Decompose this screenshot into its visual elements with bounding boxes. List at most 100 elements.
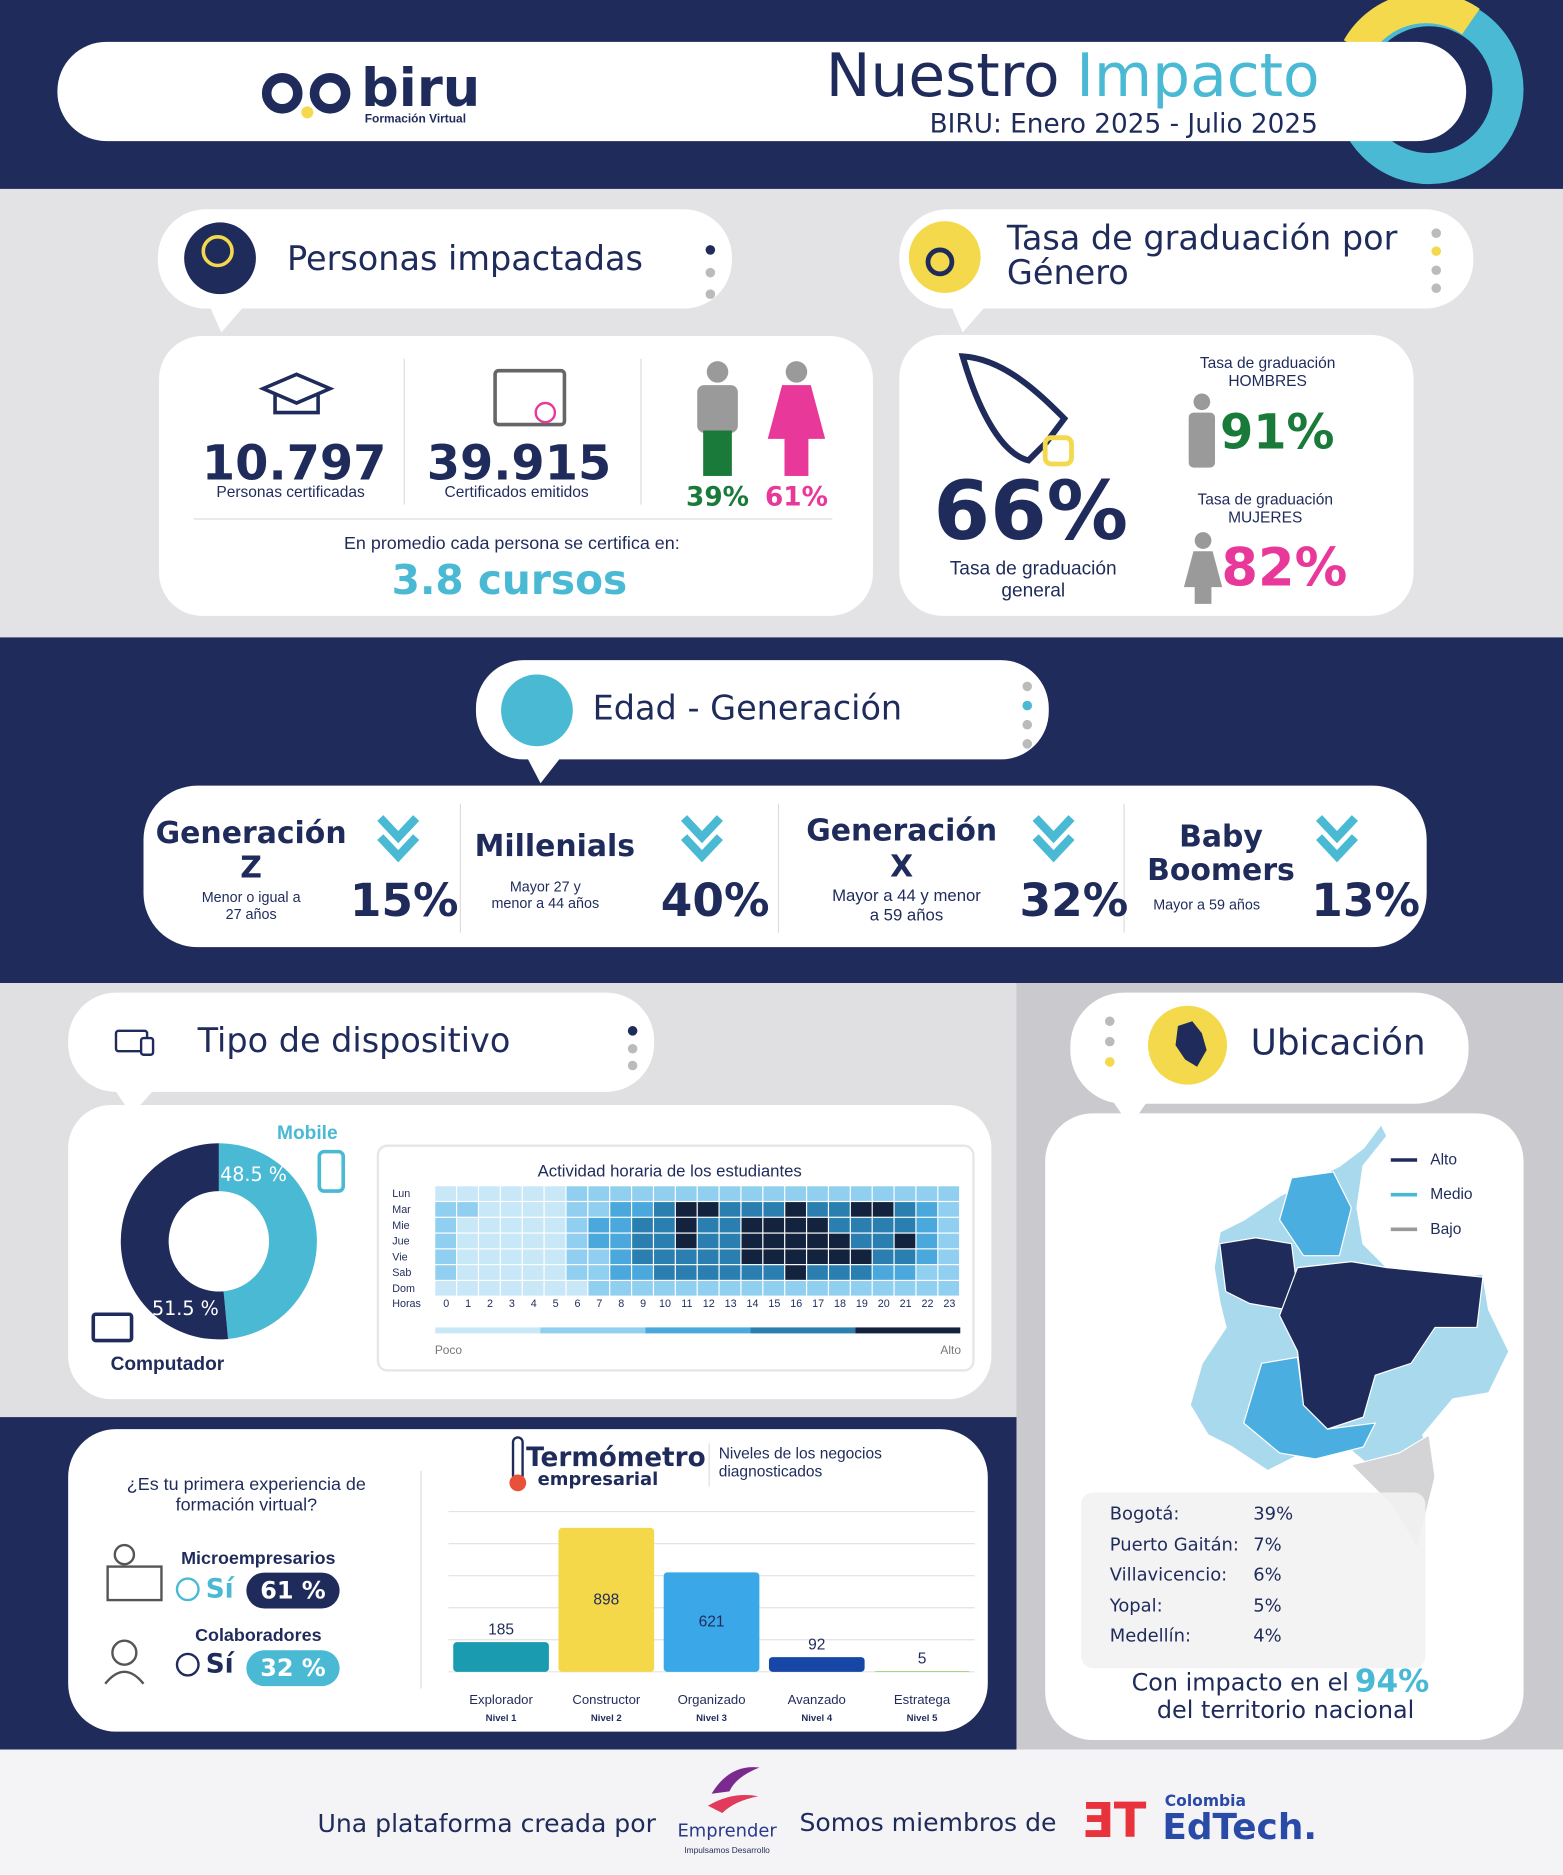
heat-cell xyxy=(829,1281,850,1296)
scale-swatch xyxy=(855,1327,961,1334)
city-value: 4% xyxy=(1253,1625,1281,1646)
section-pill xyxy=(475,660,1049,760)
dot xyxy=(1431,228,1442,238)
icon xyxy=(139,1036,155,1056)
heat-cell xyxy=(457,1217,478,1233)
member: EdTech. xyxy=(1162,1807,1317,1848)
card xyxy=(159,336,873,616)
footer-text: Somos miembros de xyxy=(799,1808,1056,1837)
dot xyxy=(1431,283,1442,293)
heat-cell xyxy=(632,1233,653,1249)
heat-cell xyxy=(785,1186,806,1201)
legend-label: Medio xyxy=(1430,1186,1472,1203)
heat-cell xyxy=(588,1217,610,1233)
column-label: 3 xyxy=(509,1298,515,1310)
value-label: 185 xyxy=(488,1622,514,1639)
heat-cell xyxy=(544,1249,566,1265)
heat-cell xyxy=(938,1249,960,1265)
section-title: Ubicación xyxy=(1251,1022,1426,1063)
heat-cell xyxy=(894,1249,916,1265)
heat-cell xyxy=(675,1217,697,1233)
heat-cell xyxy=(741,1202,763,1217)
dot xyxy=(1431,265,1442,276)
heat-cell xyxy=(807,1186,828,1201)
heat-cell xyxy=(632,1249,653,1265)
heat-cell xyxy=(675,1265,697,1280)
column-label: 6 xyxy=(574,1298,580,1310)
chart-subtitle: diagnosticados xyxy=(719,1464,823,1481)
column-label: 14 xyxy=(746,1298,758,1310)
city-value: 5% xyxy=(1253,1596,1281,1617)
heat-cell xyxy=(632,1186,653,1201)
heat-cell xyxy=(479,1217,500,1233)
heat-cell xyxy=(457,1249,478,1265)
heat-cell xyxy=(588,1249,610,1265)
column-label: 5 xyxy=(553,1298,559,1310)
icon xyxy=(106,1565,163,1602)
heat-cell xyxy=(763,1249,785,1265)
category-sublabel: Nivel 3 xyxy=(696,1713,727,1724)
heat-cell xyxy=(763,1217,785,1233)
heat-cell xyxy=(938,1217,960,1233)
heat-cell xyxy=(675,1281,697,1296)
column-label: 15 xyxy=(768,1298,780,1310)
group-value: 32 % xyxy=(260,1654,326,1682)
heat-cell xyxy=(785,1202,806,1217)
dot xyxy=(1431,246,1442,256)
heat-cell xyxy=(829,1186,850,1201)
heat-cell xyxy=(457,1281,478,1296)
group-value: 40% xyxy=(661,874,770,927)
group-title: Generación xyxy=(806,814,997,849)
heat-cell xyxy=(697,1249,719,1265)
group-name: Microempresarios xyxy=(181,1548,335,1568)
heat-cell xyxy=(850,1265,872,1280)
value-label: 92 xyxy=(808,1637,825,1654)
heat-cell xyxy=(566,1265,588,1280)
heat-cell xyxy=(522,1249,544,1265)
heat-cell xyxy=(894,1186,916,1201)
heat-cell xyxy=(719,1217,741,1233)
impact-text: Con impacto en el xyxy=(1132,1669,1349,1697)
category-sublabel: Nivel 1 xyxy=(486,1713,517,1724)
icon xyxy=(1193,393,1211,411)
heat-cell xyxy=(741,1186,763,1201)
heat-cell xyxy=(697,1202,719,1217)
title: Nuestro xyxy=(826,42,1060,111)
icon xyxy=(175,1652,200,1677)
group-title: X xyxy=(890,850,913,885)
icon xyxy=(1183,551,1223,604)
icon xyxy=(784,437,809,476)
heat-cell xyxy=(522,1186,544,1201)
heat-cell xyxy=(654,1281,675,1296)
dot xyxy=(705,289,716,299)
scale-swatch xyxy=(750,1327,856,1334)
heat-cell xyxy=(741,1217,763,1233)
heat-cell xyxy=(850,1186,872,1201)
column-label: 17 xyxy=(812,1298,824,1310)
heat-cell xyxy=(479,1249,500,1265)
icon xyxy=(184,222,256,295)
heat-cell xyxy=(916,1249,938,1265)
column-label: 8 xyxy=(618,1298,624,1310)
category-label: Explorador xyxy=(469,1692,533,1707)
logo-eye xyxy=(261,72,303,114)
heat-cell xyxy=(654,1249,675,1265)
heat-cell xyxy=(654,1265,675,1280)
group-value: 32% xyxy=(1020,874,1129,927)
scale-label: Alto xyxy=(940,1343,961,1357)
group-subtitle: a 59 años xyxy=(870,905,944,924)
icon xyxy=(258,372,335,415)
heat-cell xyxy=(719,1281,741,1296)
heat-cell xyxy=(719,1202,741,1217)
heat-cell xyxy=(807,1249,828,1265)
column-label: 0 xyxy=(443,1298,449,1310)
heat-cell xyxy=(479,1233,500,1249)
icon xyxy=(1175,1021,1207,1067)
band xyxy=(0,1749,1563,1875)
heat-cell xyxy=(522,1233,544,1249)
section-pill xyxy=(68,992,655,1092)
scale-swatch xyxy=(540,1327,646,1334)
row-label: Mie xyxy=(392,1220,409,1232)
